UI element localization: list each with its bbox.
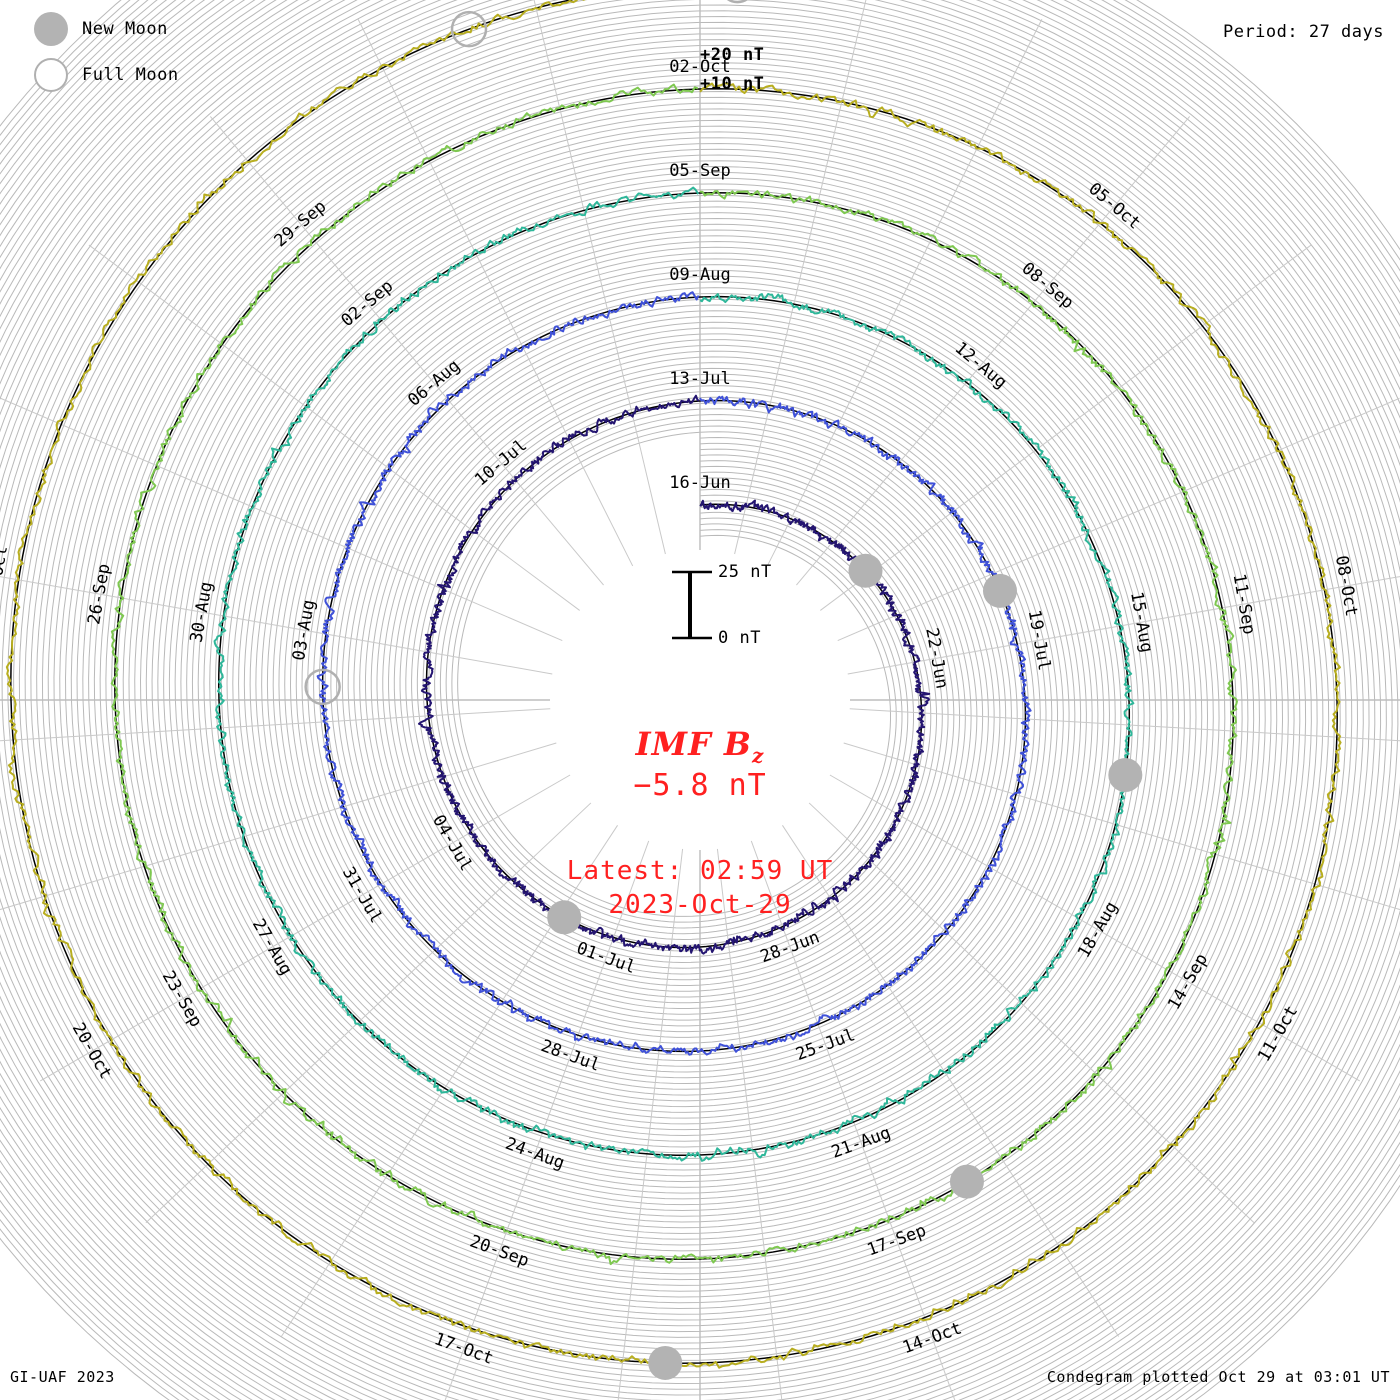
imf-title-main: IMF B bbox=[635, 725, 752, 763]
date-label: 16-Jun bbox=[669, 473, 730, 493]
latest-time: Latest: 02:59 UT bbox=[566, 856, 834, 886]
date-label: 06-Aug bbox=[404, 356, 464, 411]
date-label: 27-Aug bbox=[248, 916, 296, 979]
imf-value: −5.8 nT bbox=[633, 768, 767, 803]
scale-bar-label-bottom: 0 nT bbox=[718, 628, 761, 648]
date-label: 23-Sep bbox=[158, 968, 206, 1031]
date-label: 10-Jul bbox=[471, 436, 531, 491]
date-label: 02-Sep bbox=[337, 276, 397, 331]
imf-title: IMF Bz bbox=[0, 725, 1400, 767]
moon-legend: New Moon Full Moon bbox=[22, 6, 179, 98]
date-label: 20-Oct bbox=[68, 1020, 116, 1083]
footer-plot-time: Condegram plotted Oct 29 at 03:01 UT bbox=[1046, 1368, 1390, 1386]
scale-bar-label-top: 25 nT bbox=[718, 562, 772, 582]
date-label: 05-Sep bbox=[669, 161, 730, 181]
full-moon-icon bbox=[34, 58, 68, 92]
date-label: 13-Jul bbox=[669, 369, 730, 389]
legend-item-full-moon: Full Moon bbox=[22, 52, 179, 98]
date-label: 29-Sep bbox=[271, 197, 331, 252]
new-moon-icon bbox=[34, 12, 68, 46]
scale-bar bbox=[672, 570, 712, 640]
date-label: 02-Oct bbox=[669, 57, 730, 77]
footer-credit: GI-UAF 2023 bbox=[10, 1368, 115, 1386]
imf-title-subscript: z bbox=[751, 743, 765, 768]
radial-scale-label-10: +10 nT bbox=[700, 74, 765, 94]
legend-label-new-moon: New Moon bbox=[82, 19, 168, 39]
moon-markers bbox=[304, 0, 1143, 1380]
radial-scale-label-20: +20 nT bbox=[700, 45, 765, 65]
date-label: 09-Aug bbox=[669, 265, 730, 285]
legend-label-full-moon: Full Moon bbox=[82, 65, 179, 85]
latest-date: 2023-Oct-29 bbox=[608, 890, 792, 920]
period-label: Period: 27 days bbox=[1222, 22, 1384, 42]
legend-item-new-moon: New Moon bbox=[22, 6, 179, 52]
data-traces bbox=[5, 0, 1342, 1369]
